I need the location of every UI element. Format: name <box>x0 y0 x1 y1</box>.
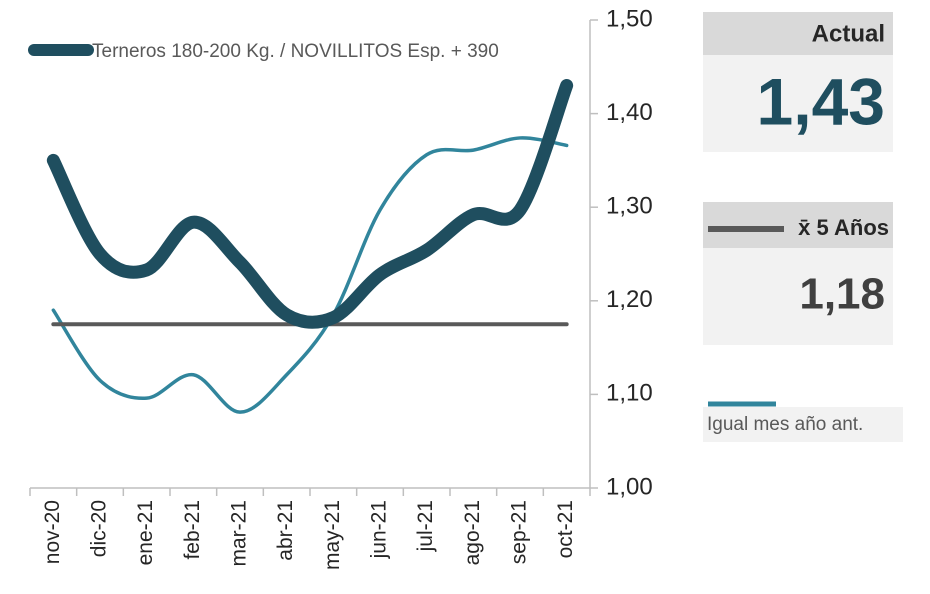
y-tick-label: 1,40 <box>606 99 653 126</box>
x-tick-label: nov-20 <box>41 500 64 564</box>
actual-header <box>703 12 893 55</box>
avg-value: 1,18 <box>799 270 885 319</box>
actual-value: 1,43 <box>757 64 885 138</box>
avg-title: x̄ 5 Años <box>798 215 889 240</box>
series-line <box>46 79 574 329</box>
y-tick-label: 1,30 <box>606 193 653 220</box>
avg-header <box>703 202 893 248</box>
main-legend-label: Terneros 180-200 Kg. / NOVILLITOS Esp. +… <box>92 41 499 62</box>
x-tick-label: feb-21 <box>181 500 204 560</box>
series-line <box>51 136 569 414</box>
x-tick-label: sep-21 <box>508 500 531 564</box>
y-tick-label: 1,10 <box>606 380 653 407</box>
y-tick-label: 1,50 <box>606 5 653 32</box>
x-tick-label: mar-21 <box>228 500 251 567</box>
prior-legend-box <box>703 407 903 442</box>
x-tick-label: ene-21 <box>134 500 157 565</box>
x-tick-label: may-21 <box>321 500 344 570</box>
y-tick-label: 1,00 <box>606 473 653 500</box>
x-tick-label: ago-21 <box>461 500 484 565</box>
x-tick-label: jun-21 <box>368 500 391 559</box>
x-tick-label: dic-20 <box>88 500 111 557</box>
prior-legend-label: Igual mes año ant. <box>707 414 863 435</box>
actual-box <box>703 55 893 152</box>
actual-title: Actual <box>812 20 885 47</box>
y-tick-label: 1,20 <box>606 286 653 313</box>
x-tick-label: oct-21 <box>554 500 577 558</box>
avg-box <box>703 248 893 345</box>
x-tick-label: abr-21 <box>274 500 297 561</box>
x-tick-label: jul-21 <box>414 500 437 552</box>
